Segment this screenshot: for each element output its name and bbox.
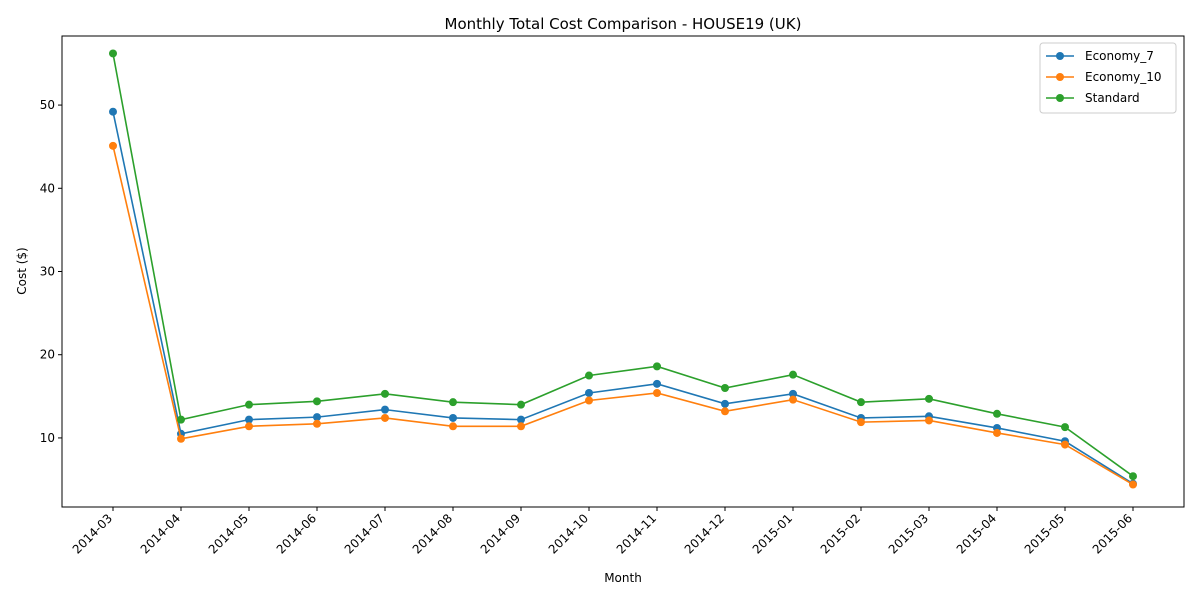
data-point <box>313 413 321 422</box>
legend-item: Economy_10 <box>1046 70 1162 84</box>
legend-label: Economy_7 <box>1085 49 1154 63</box>
legend-marker <box>1056 52 1064 60</box>
series-line <box>112 145 1134 486</box>
data-point <box>585 371 593 380</box>
data-point <box>653 388 661 397</box>
y-axis: 10 20 30 40 50 <box>40 98 62 445</box>
data-point <box>789 395 797 404</box>
data-point <box>1129 472 1137 481</box>
data-point <box>993 409 1001 418</box>
data-point <box>245 422 253 431</box>
data-point <box>925 416 933 425</box>
series-line <box>112 111 1134 485</box>
data-point <box>1061 440 1069 449</box>
y-tick-label: 40 <box>40 181 55 195</box>
plot-frame <box>61 35 1185 508</box>
data-point <box>653 379 661 388</box>
data-point <box>925 394 933 403</box>
data-point <box>585 396 593 405</box>
legend-marker <box>1056 94 1064 102</box>
data-point <box>517 422 525 431</box>
data-point <box>109 107 117 116</box>
series-economy-10 <box>109 141 1137 489</box>
data-point <box>177 434 185 443</box>
data-point <box>381 389 389 398</box>
data-point <box>381 413 389 422</box>
series-line <box>112 53 1134 477</box>
data-point <box>313 397 321 406</box>
data-point <box>1061 423 1069 432</box>
data-point <box>381 405 389 414</box>
data-point <box>449 422 457 431</box>
data-point <box>245 400 253 409</box>
data-point <box>449 413 457 422</box>
data-point <box>857 418 865 427</box>
y-tick-label: 10 <box>40 431 55 445</box>
data-point <box>109 141 117 150</box>
y-tick-label: 20 <box>40 348 55 362</box>
data-point <box>449 398 457 407</box>
series-standard <box>109 49 1137 481</box>
data-point <box>313 419 321 428</box>
legend-label: Standard <box>1085 91 1140 105</box>
data-point <box>721 407 729 416</box>
data-point <box>993 428 1001 437</box>
legend-label: Economy_10 <box>1085 70 1162 84</box>
data-point <box>857 398 865 407</box>
data-point <box>177 415 185 424</box>
data-point <box>517 400 525 409</box>
y-axis-label: Cost ($) <box>15 247 29 295</box>
data-point <box>245 415 253 424</box>
data-point <box>653 362 661 371</box>
data-point <box>517 415 525 424</box>
data-point <box>789 389 797 398</box>
y-tick-label: 50 <box>40 98 55 112</box>
legend-marker <box>1056 73 1064 81</box>
data-point <box>585 388 593 397</box>
y-tick-label: 30 <box>40 265 55 279</box>
legend-item: Economy_7 <box>1046 49 1154 63</box>
data-point <box>721 384 729 393</box>
x-axis-label: Month <box>604 571 642 585</box>
data-point <box>109 49 117 58</box>
series-lines <box>109 49 1137 489</box>
legend: Economy_7 Economy_10 Standard <box>1039 42 1177 114</box>
data-point <box>1129 480 1137 489</box>
legend-item: Standard <box>1046 91 1140 105</box>
legend-box <box>1039 42 1177 114</box>
chart-title: Monthly Total Cost Comparison - HOUSE19 … <box>445 15 802 33</box>
data-point <box>789 370 797 379</box>
data-point <box>721 399 729 408</box>
